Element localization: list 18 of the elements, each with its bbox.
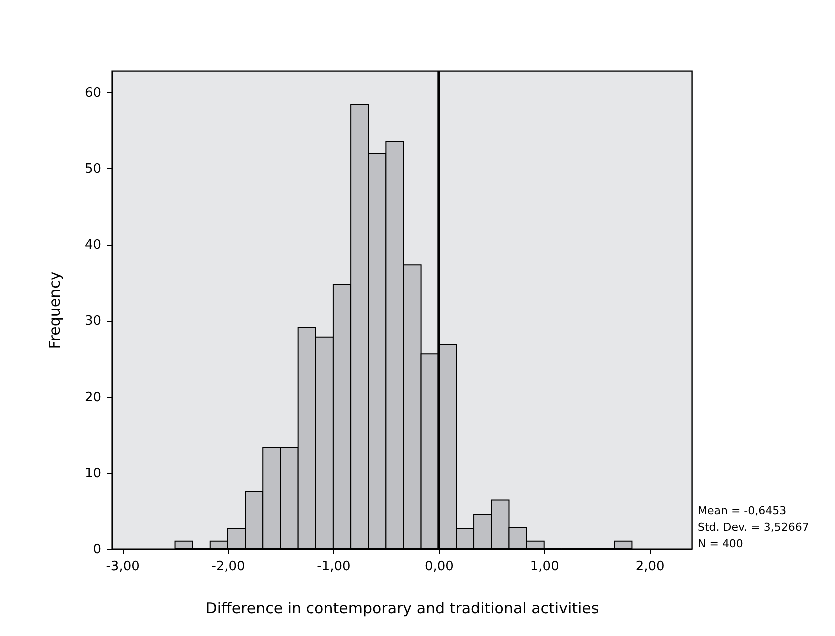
x-tick-label: -3,00 bbox=[106, 560, 140, 574]
y-axis-title: Frequency bbox=[46, 272, 64, 350]
text: N = 400 bbox=[698, 538, 744, 551]
x-tick-label: -1,00 bbox=[317, 560, 351, 574]
x-tick-label: 1,00 bbox=[530, 560, 560, 574]
x-tick-label: -2,00 bbox=[212, 560, 246, 574]
text: Mean = -0,6453 bbox=[698, 504, 787, 518]
x-tick-label: 0,00 bbox=[424, 560, 454, 574]
y-tick-label: 60 bbox=[84, 86, 102, 101]
y-tick-label: 30 bbox=[84, 314, 102, 330]
y-tick-label: 20 bbox=[84, 390, 102, 406]
y-tick-label: 50 bbox=[84, 162, 102, 177]
y-tick-label: 40 bbox=[84, 238, 102, 254]
x-tick-label: 2,00 bbox=[636, 560, 665, 574]
y-tick-label: 0 bbox=[93, 542, 102, 558]
text: Std. Dev. = 3,52667 bbox=[698, 521, 810, 534]
x-axis-title: Difference in contemporary and traditional activities bbox=[206, 600, 600, 618]
y-tick-label: 10 bbox=[84, 466, 102, 482]
